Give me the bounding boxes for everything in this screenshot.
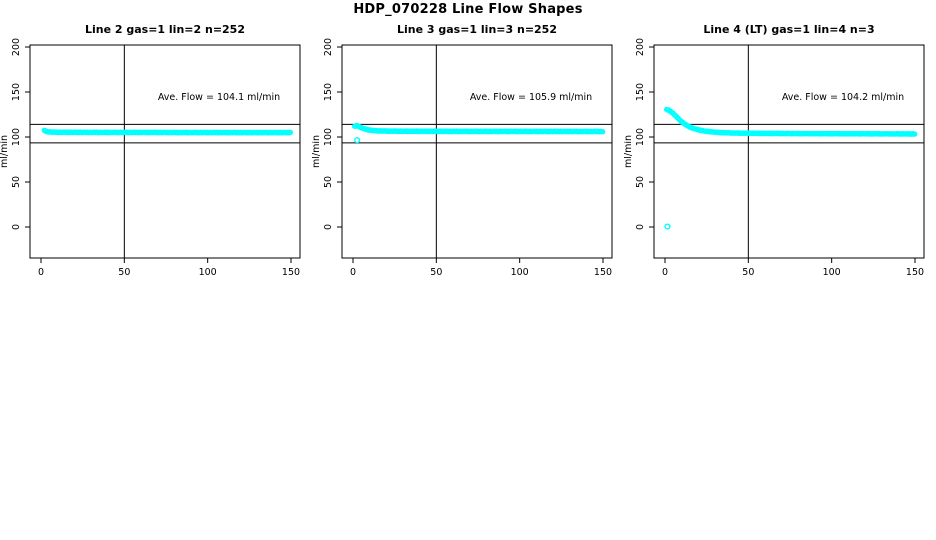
y-axis-label: ml/min bbox=[624, 135, 634, 168]
panel-title: Line 2 gas=1 lin=2 n=252 bbox=[85, 23, 245, 36]
data-point bbox=[911, 131, 918, 137]
y-axis-label: ml/min bbox=[0, 135, 10, 168]
x-tick-label: 0 bbox=[38, 267, 44, 278]
y-tick-label: 50 bbox=[635, 176, 646, 188]
y-tick-label: 100 bbox=[11, 128, 22, 146]
ave-flow-annotation: Ave. Flow = 104.1 ml/min bbox=[158, 92, 280, 103]
y-axis-label: ml/min bbox=[312, 135, 322, 168]
x-tick-label: 150 bbox=[282, 267, 300, 278]
y-tick-label: 0 bbox=[11, 224, 22, 230]
y-tick-label: 150 bbox=[11, 83, 22, 101]
plot-box bbox=[29, 44, 301, 259]
y-tick-label: 100 bbox=[323, 128, 334, 146]
y-tick-label: 100 bbox=[635, 128, 646, 146]
outlier-point bbox=[664, 223, 671, 230]
panel-plot-line2: Line 2 gas=1 lin=2 n=252 0 50 100 150 200 0 50 1… bbox=[0, 23, 301, 278]
x-tick-label: 100 bbox=[511, 267, 529, 278]
panel-title: Line 3 gas=1 lin=3 n=252 bbox=[397, 23, 557, 36]
x-tick-label: 0 bbox=[662, 267, 668, 278]
panel-plot-line3: Line 3 gas=1 lin=3 n=252 0 50 100 150 200 0 50 1… bbox=[312, 23, 613, 278]
y-tick-label: 200 bbox=[323, 38, 334, 56]
panel-plot-line4: Line 4 (LT) gas=1 lin=4 n=3 0 50 100 150 200 0… bbox=[624, 23, 925, 278]
y-tick-label: 50 bbox=[323, 176, 334, 188]
x-tick-label: 50 bbox=[430, 267, 442, 278]
y-tick-label: 0 bbox=[635, 224, 646, 230]
x-tick-label: 0 bbox=[350, 267, 356, 278]
y-tick-label: 150 bbox=[323, 83, 334, 101]
outlier-point bbox=[354, 137, 361, 144]
panels-row: Line 2 gas=1 lin=2 n=252 0 50 100 150 200 0 50 1… bbox=[0, 23, 925, 278]
y-tick-label: 200 bbox=[635, 38, 646, 56]
y-tick-label: 0 bbox=[323, 224, 334, 230]
data-point bbox=[287, 129, 294, 136]
panel-title: Line 4 (LT) gas=1 lin=4 n=3 bbox=[703, 23, 874, 36]
plot-box bbox=[341, 44, 613, 259]
data-point bbox=[599, 128, 606, 135]
y-tick-label: 50 bbox=[11, 176, 22, 188]
x-tick-label: 150 bbox=[906, 267, 924, 278]
y-tick-label: 200 bbox=[11, 38, 22, 56]
x-tick-label: 50 bbox=[118, 267, 130, 278]
x-tick-label: 150 bbox=[594, 267, 612, 278]
x-tick-label: 100 bbox=[199, 267, 217, 278]
figure-title: HDP_070228 Line Flow Shapes bbox=[353, 2, 583, 17]
ave-flow-annotation: Ave. Flow = 104.2 ml/min bbox=[782, 92, 904, 103]
y-tick-label: 150 bbox=[635, 83, 646, 101]
x-tick-label: 100 bbox=[823, 267, 841, 278]
x-tick-label: 50 bbox=[742, 267, 754, 278]
ave-flow-annotation: Ave. Flow = 105.9 ml/min bbox=[470, 92, 592, 103]
plot-box bbox=[653, 44, 925, 259]
